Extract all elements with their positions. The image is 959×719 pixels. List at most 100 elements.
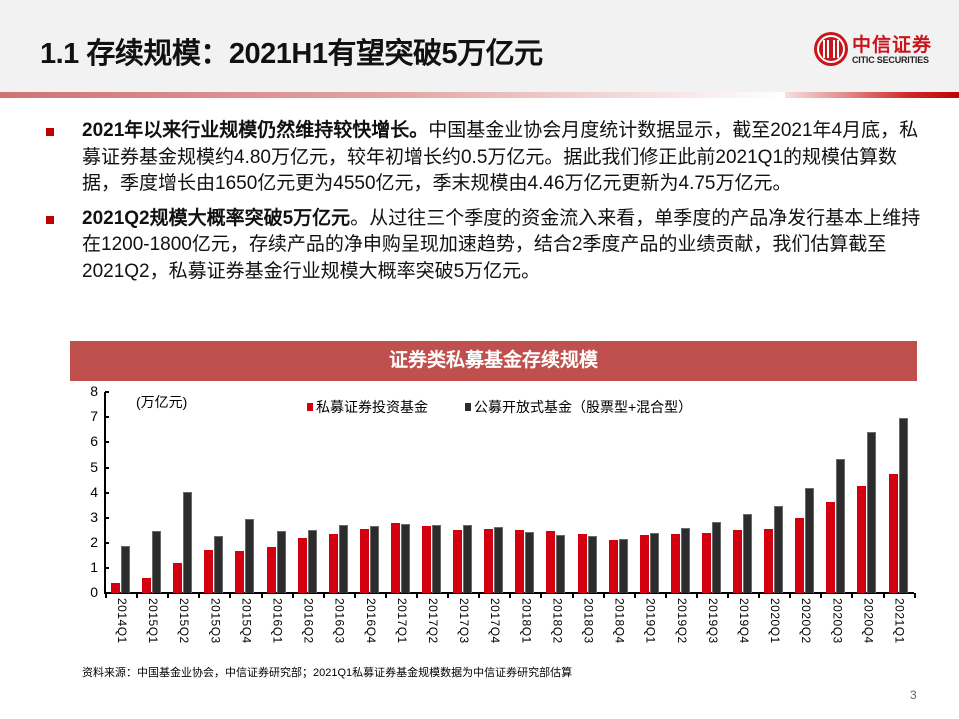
bar-private-2019Q2 bbox=[670, 533, 680, 593]
bar-private-2020Q4 bbox=[857, 485, 867, 593]
x-tick bbox=[820, 593, 823, 598]
bar-public-2017Q4 bbox=[494, 526, 504, 593]
header-accent-stripe bbox=[785, 92, 959, 98]
bar-public-2018Q2 bbox=[556, 534, 566, 593]
bar-public-2015Q2 bbox=[183, 492, 193, 593]
x-tick bbox=[447, 593, 450, 598]
x-tick bbox=[540, 593, 543, 598]
bar-public-2019Q2 bbox=[680, 527, 690, 593]
bar-public-2018Q1 bbox=[525, 531, 535, 593]
x-tick bbox=[198, 593, 201, 598]
bar-chart: (万亿元) 私募证券投资基金 公募开放式基金（股票型+混合型） 0 1 2 3 4 5 6 7… bbox=[70, 382, 917, 644]
bar-public-2017Q1 bbox=[400, 523, 410, 593]
x-tick-label: 2020Q2 bbox=[799, 598, 814, 644]
x-tick bbox=[664, 593, 667, 598]
bar-public-2015Q4 bbox=[245, 518, 255, 593]
x-tick-label: 2019Q4 bbox=[737, 598, 751, 644]
y-tick bbox=[105, 391, 109, 394]
bar-private-2018Q4 bbox=[608, 540, 618, 593]
bullet-text: 中国基金业协会月度统计数据显示，截至2021年4月底，私募证券基金规模约4.80… bbox=[82, 120, 919, 194]
bar-private-2020Q3 bbox=[826, 501, 836, 593]
source-note: 资料来源：中国基金业协会，中信证券研究部；2021Q1私募证券基金规模数据为中信… bbox=[82, 667, 573, 679]
x-tick-label: 2015Q4 bbox=[239, 598, 254, 644]
bar-public-2021Q1 bbox=[898, 418, 908, 593]
bar-private-2016Q4 bbox=[359, 528, 369, 593]
bar-private-2020Q1 bbox=[764, 528, 774, 593]
logo-text-cn: 中信证券 bbox=[852, 34, 933, 56]
bar-public-2016Q3 bbox=[338, 524, 348, 593]
bar-public-2018Q3 bbox=[587, 535, 597, 593]
bar-public-2016Q4 bbox=[369, 525, 379, 593]
bar-public-2020Q1 bbox=[774, 505, 784, 593]
y-tick bbox=[105, 416, 109, 419]
logo-text-en: CITIC SECURITIES bbox=[852, 55, 929, 65]
x-tick-label: 2017Q4 bbox=[488, 598, 503, 644]
bar-private-2016Q2 bbox=[297, 538, 307, 593]
x-tick bbox=[384, 593, 387, 598]
slide-header: 1.1 存续规模：2021H1有望突破5万亿元 中信证券 CITIC SECUR… bbox=[0, 0, 959, 92]
x-tick bbox=[789, 593, 792, 598]
x-tick-label: 2014Q1 bbox=[115, 598, 129, 644]
slide-title: 1.1 存续规模：2021H1有望突破5万亿元 bbox=[40, 38, 543, 70]
bar-private-2018Q1 bbox=[515, 529, 525, 593]
x-tick bbox=[695, 593, 698, 598]
bar-public-2014Q1 bbox=[121, 545, 130, 593]
x-tick-label: 2020Q1 bbox=[768, 598, 783, 644]
bar-private-2016Q1 bbox=[266, 546, 276, 593]
y-tick-label: 8 bbox=[90, 383, 98, 400]
legend-item-public: 公募开放式基金（股票型+混合型） bbox=[465, 397, 692, 417]
y-tick bbox=[105, 466, 109, 469]
bar-private-2019Q3 bbox=[701, 532, 711, 593]
bar-private-2015Q2 bbox=[173, 562, 183, 593]
y-tick-label: 1 bbox=[90, 558, 98, 575]
bar-public-2019Q1 bbox=[649, 532, 659, 593]
y-tick-label: 2 bbox=[90, 533, 98, 550]
x-tick bbox=[229, 593, 232, 598]
x-tick bbox=[136, 593, 139, 598]
bar-private-2019Q1 bbox=[639, 534, 649, 593]
x-tick-label: 2019Q3 bbox=[705, 598, 720, 644]
x-tick-label: 2016Q2 bbox=[301, 598, 316, 644]
x-tick-label: 2020Q3 bbox=[830, 598, 845, 644]
y-tick-label: 6 bbox=[90, 433, 98, 450]
bullet-item: 2021年以来行业规模仍然维持较快增长。中国基金业协会月度统计数据显示，截至20… bbox=[42, 118, 922, 198]
bar-public-2019Q4 bbox=[743, 513, 752, 593]
bar-public-2015Q3 bbox=[214, 535, 224, 593]
bar-public-2016Q1 bbox=[276, 530, 286, 593]
y-tick bbox=[105, 491, 109, 494]
x-tick-label: 2017Q3 bbox=[457, 598, 472, 644]
x-tick bbox=[882, 593, 885, 598]
bar-public-2019Q3 bbox=[711, 521, 721, 593]
x-tick bbox=[913, 593, 916, 598]
x-tick bbox=[727, 593, 729, 598]
bar-public-2020Q4 bbox=[867, 432, 877, 593]
x-tick-label: 2020Q4 bbox=[861, 598, 876, 644]
x-tick-label: 2021Q1 bbox=[892, 598, 907, 644]
x-tick-label: 2018Q2 bbox=[550, 598, 565, 644]
legend-swatch-red bbox=[307, 403, 313, 411]
bar-private-2014Q1 bbox=[111, 582, 120, 593]
bar-public-2020Q3 bbox=[836, 458, 846, 593]
bullet-heading: 2021年以来行业规模仍然维持较快增长。 bbox=[82, 120, 429, 141]
x-tick-label: 2016Q1 bbox=[270, 598, 285, 644]
bar-private-2018Q3 bbox=[577, 533, 587, 593]
bar-public-2017Q2 bbox=[432, 524, 441, 593]
bullet-text: 。从过往三个季度的资金流入来看，单季度的产品净发行基本上维持在1200-1800… bbox=[82, 207, 921, 282]
bar-private-2019Q4 bbox=[733, 529, 742, 593]
y-tick-label: 3 bbox=[90, 508, 98, 525]
x-tick-label: 2017Q1 bbox=[394, 598, 409, 644]
x-tick-label: 2017Q2 bbox=[426, 598, 440, 644]
bar-public-2017Q3 bbox=[463, 524, 473, 593]
x-tick-label: 2016Q4 bbox=[363, 598, 378, 644]
bar-public-2020Q2 bbox=[805, 487, 815, 593]
x-tick bbox=[478, 593, 481, 598]
x-tick bbox=[322, 593, 325, 598]
bar-private-2015Q1 bbox=[142, 577, 152, 593]
x-tick-label: 2015Q1 bbox=[146, 598, 161, 644]
bar-private-2017Q2 bbox=[422, 525, 431, 593]
bullet-square-icon bbox=[46, 128, 54, 136]
x-tick bbox=[291, 593, 294, 598]
x-tick bbox=[260, 593, 263, 598]
chart-title: 证券类私募基金存续规模 bbox=[70, 341, 917, 381]
bar-private-2016Q3 bbox=[328, 533, 338, 593]
